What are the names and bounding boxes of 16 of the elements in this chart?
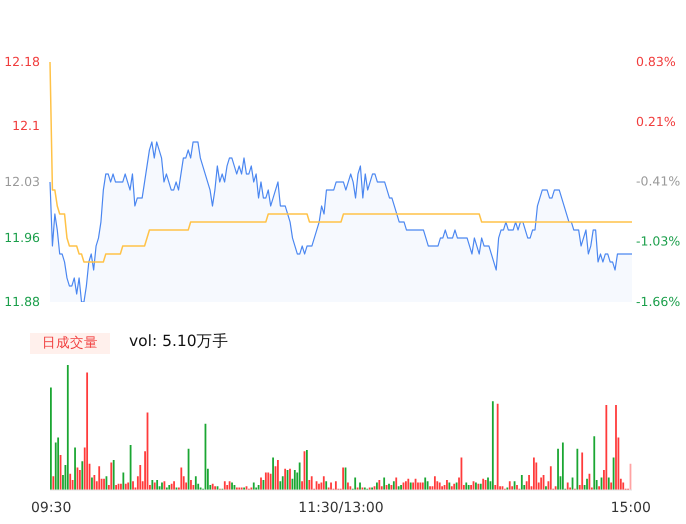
- y-tick-label: 12.03: [4, 174, 40, 189]
- x-tick-label: 09:30: [31, 500, 72, 516]
- line-series: [49, 62, 633, 263]
- y-tick-label: 12.18: [4, 54, 40, 69]
- y2-tick-label: -0.41%: [636, 174, 680, 189]
- x-tick-label: 11:30/13:00: [298, 500, 384, 516]
- y2-tick-label: -1.03%: [636, 233, 680, 248]
- text: vol: 5.10万手: [129, 331, 229, 352]
- y2-tick-label: 0.83%: [636, 54, 676, 69]
- y-tick-label: 11.96: [4, 230, 40, 245]
- y-tick-label: 12.1: [12, 118, 40, 133]
- y2-tick-label: -1.66%: [636, 294, 680, 309]
- y2-tick-label: 0.21%: [636, 114, 676, 129]
- text: 日成交量: [30, 333, 110, 354]
- y-tick-label: 11.88: [4, 294, 40, 309]
- x-tick-label: 15:00: [610, 500, 651, 516]
